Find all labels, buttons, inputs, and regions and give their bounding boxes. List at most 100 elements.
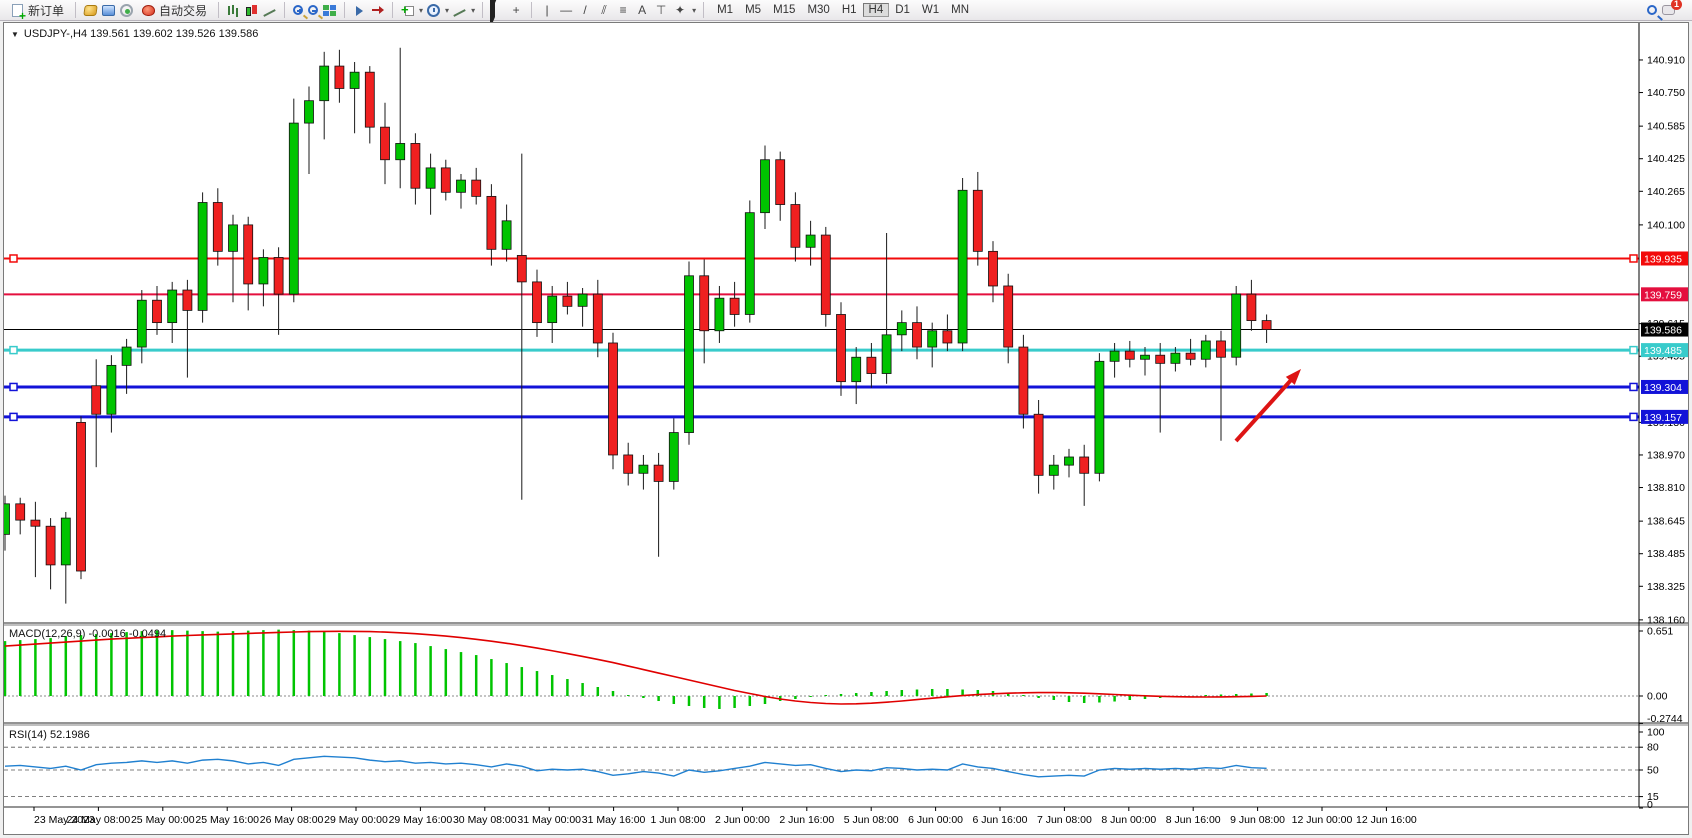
bull-candle [684, 275, 694, 433]
rsi-axis-label: 15 [1647, 791, 1659, 803]
price-chart-canvas[interactable]: 140.910 140.750 140.585 140.425 140.265 140.1… [4, 23, 1688, 834]
time-label: 2 Jun 00:00 [715, 814, 770, 826]
timeframe-button-h1[interactable]: H1 [841, 4, 857, 16]
bear-candle [942, 330, 953, 344]
bull-candle [319, 65, 330, 102]
zoom-in-icon[interactable] [293, 5, 304, 15]
bull-candle [1170, 352, 1181, 364]
hline-handle[interactable] [9, 345, 18, 355]
bull-candle [395, 143, 406, 161]
time-label: 1 Jun 08:00 [651, 814, 706, 826]
time-label: 6 Jun 16:00 [973, 814, 1028, 826]
bull-candle [577, 293, 588, 307]
time-label: 9 Jun 08:00 [1230, 814, 1285, 826]
toolbar-separator [344, 2, 346, 18]
auto-scroll-icon[interactable] [352, 3, 367, 18]
autotrading-label: 自动交易 [159, 3, 208, 18]
bull-candle [60, 517, 71, 566]
add-indicator-icon[interactable] [400, 2, 415, 18]
vertical-line-tool-icon[interactable]: | [545, 3, 549, 17]
timeframe-button-m5[interactable]: M5 [745, 4, 762, 16]
bull-candle [896, 322, 907, 336]
arrows-tool-icon[interactable]: ✦ [675, 3, 686, 17]
new-order-button[interactable]: 新订单 [6, 1, 68, 21]
bear-candle [1261, 320, 1272, 330]
price-tag [1641, 251, 1688, 266]
bear-candle [15, 503, 26, 521]
new-order-label: 新订单 [28, 3, 65, 18]
dropdown-caret-icon[interactable]: ▾ [692, 5, 697, 15]
autotrading-icon [142, 4, 156, 16]
fibonacci-tool-icon[interactable]: ≡ [619, 3, 627, 17]
timeframe-button-m1[interactable]: M1 [717, 4, 734, 16]
trendline-tool-icon[interactable]: / [583, 3, 587, 17]
line-chart-mode-icon[interactable] [262, 3, 277, 18]
bear-candle [988, 250, 998, 287]
label-tool-icon[interactable]: ⊤ [655, 3, 667, 17]
bear-candle [364, 71, 375, 128]
signals-icon[interactable] [120, 3, 134, 17]
bull-candle [425, 167, 436, 189]
hline-handle[interactable] [9, 412, 18, 422]
bull-candle [1064, 456, 1074, 466]
hline-handle[interactable] [1629, 412, 1638, 422]
bull-candle [167, 289, 178, 324]
timeframe-button-w1[interactable]: W1 [921, 4, 940, 16]
macd-axis-label: 0.00 [1647, 691, 1668, 703]
tile-windows-icon[interactable] [322, 3, 337, 18]
chart-window: ▼ USDJPY-,H4 139.561 139.602 139.526 139… [3, 22, 1689, 835]
time-label: 2 Jun 16:00 [779, 814, 834, 826]
period-selector-icon[interactable] [427, 3, 441, 17]
dropdown-caret-icon[interactable]: ▾ [445, 5, 450, 15]
autotrading-button[interactable]: 自动交易 [137, 1, 211, 20]
time-label: 8 Jun 16:00 [1166, 814, 1221, 826]
horizontal-line-tool-icon[interactable]: — [560, 3, 573, 17]
notifications-button[interactable]: 1 [1661, 0, 1682, 18]
hline-handle[interactable] [9, 254, 18, 263]
timeframe-button-m15[interactable]: M15 [773, 4, 796, 16]
bull-candle [957, 189, 968, 344]
text-tool-icon[interactable]: A [638, 3, 647, 17]
search-icon[interactable] [1647, 5, 1657, 15]
symbol-dropdown-icon[interactable]: ▼ [11, 29, 19, 39]
bull-candle [304, 100, 314, 124]
crosshair-tool-icon[interactable]: + [512, 3, 520, 17]
annotation-arrow-head[interactable] [1285, 369, 1301, 385]
bull-candle [714, 297, 725, 332]
candlestick-mode-icon[interactable] [244, 3, 259, 18]
bull-candle [638, 464, 649, 474]
chart-title[interactable]: ▼ USDJPY-,H4 139.561 139.602 139.526 139… [11, 28, 258, 40]
bull-candle [121, 346, 132, 366]
toolbar-separator [392, 2, 394, 18]
timeframe-button-mn[interactable]: MN [951, 4, 970, 16]
bar-chart-mode-icon[interactable] [226, 3, 241, 18]
zoom-out-icon[interactable] [308, 5, 319, 15]
hline-handle[interactable] [1629, 254, 1638, 263]
bear-candle [243, 224, 254, 285]
hline-handle[interactable] [1629, 382, 1638, 392]
bear-candle [1155, 354, 1166, 364]
annotation-arrow-shaft[interactable] [1234, 375, 1296, 443]
price-tick-label: 140.910 [1647, 54, 1685, 66]
dropdown-caret-icon[interactable]: ▾ [471, 5, 476, 15]
bull-candle [4, 503, 10, 535]
bear-candle [592, 293, 603, 344]
bear-candle [471, 179, 482, 197]
timeframe-button-d1[interactable]: D1 [895, 4, 910, 16]
channel-tool-icon[interactable]: ⫽ [601, 2, 607, 17]
dropdown-caret-icon[interactable]: ▾ [419, 5, 424, 15]
time-label: 25 May 16:00 [195, 814, 259, 826]
metaeditor-icon[interactable] [83, 4, 98, 16]
bull-candle [1140, 354, 1150, 360]
timeframe-button-h4[interactable]: H4 [862, 3, 890, 17]
hline-handle[interactable] [1629, 345, 1638, 355]
price-tag-label: 139.935 [1644, 253, 1682, 265]
template-icon[interactable] [452, 3, 467, 18]
bear-candle [45, 525, 56, 566]
chart-shift-icon[interactable] [370, 3, 385, 18]
price-tag-label: 139.759 [1644, 289, 1682, 301]
hline-handle[interactable] [9, 382, 18, 392]
terminal-icon[interactable] [102, 4, 116, 16]
timeframe-button-m30[interactable]: M30 [807, 4, 830, 16]
time-label: 30 May 08:00 [453, 814, 517, 826]
